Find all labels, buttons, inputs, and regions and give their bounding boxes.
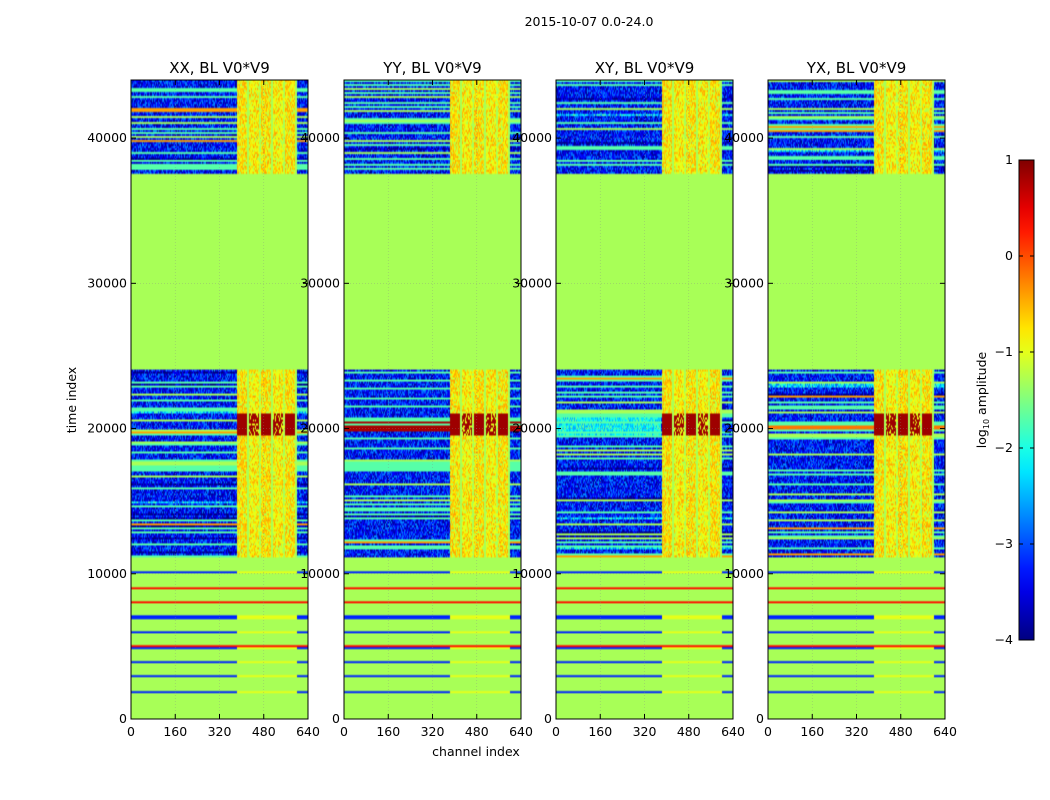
x-tick-label: 160 xyxy=(588,724,612,739)
y-tick-label: 0 xyxy=(544,711,552,726)
panels-group: XX, BL V0*V9 0 160 320 480 640 0 10000 20000 3000… xyxy=(87,59,957,739)
panel-yx: YX, BL V0*V9 0 160 320 480 640 0 10000 20000 3000… xyxy=(724,59,957,739)
colorbar-gradient xyxy=(1018,159,1035,641)
y-tick-label: 40000 xyxy=(512,130,552,145)
heatmap-xy xyxy=(556,80,733,719)
x-tick-label: 0 xyxy=(552,724,560,739)
colorbar-tick-label: −2 xyxy=(995,440,1013,455)
y-tick-label: 30000 xyxy=(724,275,764,290)
colorbar-tick-label: −4 xyxy=(995,632,1013,647)
y-tick-label: 40000 xyxy=(87,130,127,145)
y-tick-label: 30000 xyxy=(512,275,552,290)
y-tick-label: 40000 xyxy=(724,130,764,145)
panel-xx: XX, BL V0*V9 0 160 320 480 640 0 10000 20000 3000… xyxy=(87,59,320,739)
panel-title: XX, BL V0*V9 xyxy=(169,59,270,77)
x-tick-label: 320 xyxy=(208,724,232,739)
y-tick-label: 10000 xyxy=(300,566,340,581)
x-axis-label: channel index xyxy=(432,744,520,759)
y-tick-label: 0 xyxy=(332,711,340,726)
x-tick-label: 0 xyxy=(340,724,348,739)
panel-title: XY, BL V0*V9 xyxy=(595,59,695,77)
colorbar-tick-label: −3 xyxy=(995,536,1013,551)
x-tick-label: 640 xyxy=(509,724,533,739)
x-tick-label: 320 xyxy=(633,724,657,739)
x-tick-label: 640 xyxy=(296,724,320,739)
heatmap-xx xyxy=(131,80,308,719)
x-tick-label: 640 xyxy=(721,724,745,739)
figure-suptitle: 2015-10-07 0.0-24.0 xyxy=(525,14,654,29)
panel-yy: YY, BL V0*V9 0 160 320 480 640 0 10000 20000 3000… xyxy=(300,59,533,739)
colorbar-label-log: log xyxy=(974,429,989,448)
y-tick-label: 20000 xyxy=(512,421,552,436)
y-tick-label: 30000 xyxy=(300,275,340,290)
x-tick-label: 0 xyxy=(127,724,135,739)
y-tick-label: 30000 xyxy=(87,275,127,290)
heatmap-yx xyxy=(768,80,945,719)
x-tick-label: 480 xyxy=(677,724,701,739)
y-tick-label: 20000 xyxy=(87,421,127,436)
y-tick-label: 20000 xyxy=(724,421,764,436)
colorbar-tick-label: 1 xyxy=(1005,152,1013,167)
x-tick-label: 320 xyxy=(421,724,445,739)
panel-xy: XY, BL V0*V9 0 160 320 480 640 0 10000 20000 3000… xyxy=(512,59,745,739)
colorbar-tick-label: 0 xyxy=(1005,248,1013,263)
y-tick-label: 40000 xyxy=(300,130,340,145)
x-tick-label: 640 xyxy=(933,724,957,739)
x-tick-label: 160 xyxy=(163,724,187,739)
colorbar-label-sub: 10 xyxy=(982,419,991,429)
y-tick-label: 20000 xyxy=(300,421,340,436)
x-tick-label: 480 xyxy=(889,724,913,739)
x-tick-label: 480 xyxy=(465,724,489,739)
y-tick-label: 0 xyxy=(756,711,764,726)
heatmap-yy xyxy=(344,80,521,719)
x-tick-label: 480 xyxy=(252,724,276,739)
x-tick-label: 160 xyxy=(376,724,400,739)
y-tick-label: 0 xyxy=(119,711,127,726)
panel-title: YX, BL V0*V9 xyxy=(806,59,907,77)
y-tick-label: 10000 xyxy=(724,566,764,581)
x-tick-label: 0 xyxy=(764,724,772,739)
y-tick-label: 10000 xyxy=(87,566,127,581)
x-tick-label: 160 xyxy=(800,724,824,739)
y-tick-label: 10000 xyxy=(512,566,552,581)
colorbar-label-suffix: amplitude xyxy=(974,351,989,418)
panel-title: YY, BL V0*V9 xyxy=(382,59,481,77)
y-axis-label: time index xyxy=(64,367,79,433)
x-tick-label: 320 xyxy=(845,724,869,739)
colorbar-tick-label: −1 xyxy=(995,344,1013,359)
colorbar-label: log10 amplitude xyxy=(974,351,991,448)
